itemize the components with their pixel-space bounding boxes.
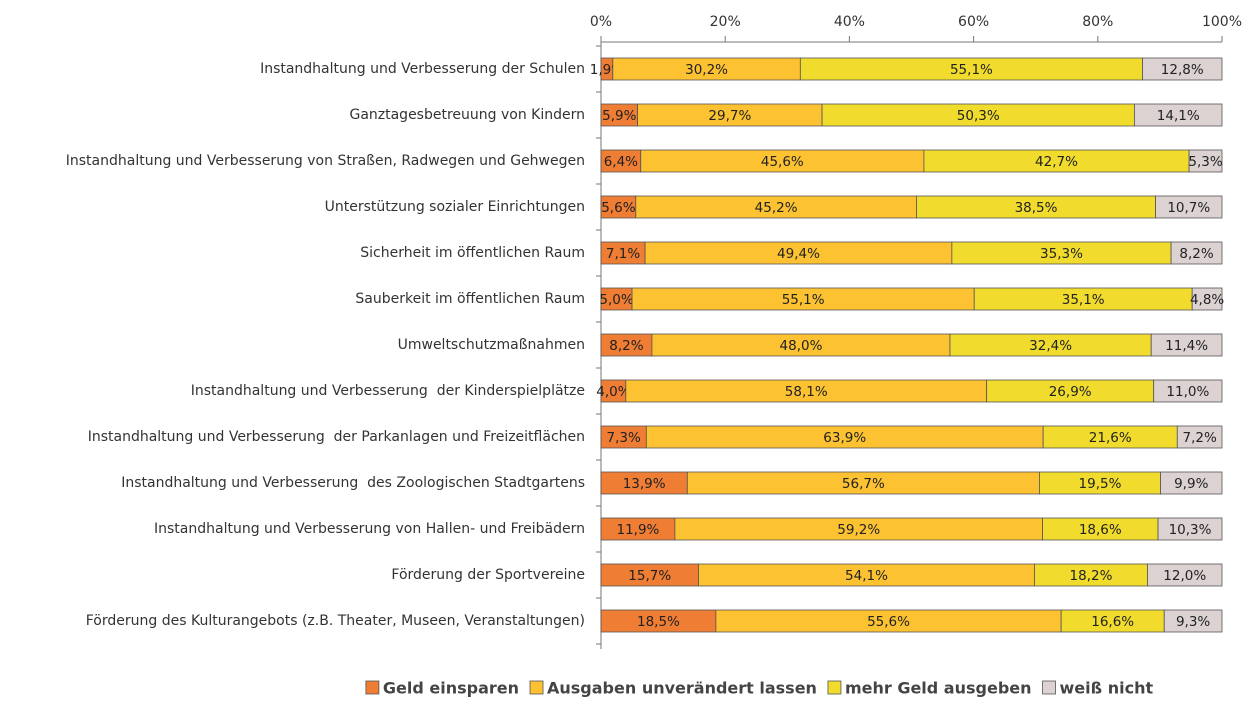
legend-swatch [827,680,842,695]
category-label: Instandhaltung und Verbesserung der Kind… [191,383,585,399]
value-label: 26,9% [1049,384,1092,400]
bar-segment [1147,563,1223,587]
legend-label: mehr Geld ausgeben [845,679,1032,698]
value-label: 48,0% [780,338,823,354]
category-label: Förderung des Kulturangebots (z.B. Theat… [86,613,585,629]
x-tick-label: 40% [834,14,865,30]
value-label: 55,1% [950,62,993,78]
value-label: 18,5% [637,614,680,630]
category-label: Instandhaltung und Verbesserung der Park… [88,429,585,445]
value-label: 10,3% [1169,522,1212,538]
value-label: 11,9% [617,522,660,538]
category-label: Unterstützung sozialer Einrichtungen [325,199,585,215]
value-label: 19,5% [1079,476,1122,492]
value-label: 8,2% [1179,246,1213,262]
bar-segment [1170,241,1223,265]
value-label: 14,1% [1157,108,1200,124]
category-label: Sicherheit im öffentlichen Raum [360,245,585,261]
value-label: 30,2% [685,62,728,78]
value-label: 5,0% [599,292,633,308]
value-label: 16,6% [1091,614,1134,630]
value-label: 5,6% [601,200,635,216]
value-label: 42,7% [1035,154,1078,170]
value-label: 55,6% [867,614,910,630]
category-label: Instandhaltung und Verbesserung von Hall… [154,521,585,537]
value-label: 58,1% [785,384,828,400]
category-label: Förderung der Sportvereine [391,567,585,583]
value-label: 59,2% [837,522,880,538]
value-label: 56,7% [842,476,885,492]
value-label: 50,3% [957,108,1000,124]
bar-segment [1155,195,1223,219]
bar-segment [1163,609,1223,633]
value-label: 4,8% [1190,292,1224,308]
value-label: 38,5% [1015,200,1058,216]
value-label: 45,2% [755,200,798,216]
bar-segment [1153,379,1223,403]
x-tick-label: 100% [1202,14,1242,30]
legend-label: Ausgaben unverändert lassen [547,679,817,698]
x-tick-label: 0% [590,14,612,30]
bar-segment [1160,471,1223,495]
bar-segment [1157,517,1223,541]
category-label: Instandhaltung und Verbesserung des Zool… [121,475,585,491]
bar-segment [1142,57,1223,81]
legend-swatch [365,680,380,695]
value-label: 7,2% [1182,430,1216,446]
legend-label: Geld einsparen [383,679,519,698]
value-label: 21,6% [1089,430,1132,446]
value-label: 5,9% [602,108,636,124]
value-label: 7,3% [607,430,641,446]
value-label: 18,2% [1070,568,1113,584]
category-label: Ganztagesbetreuung von Kindern [349,107,585,123]
value-label: 49,4% [777,246,820,262]
value-label: 15,7% [628,568,671,584]
legend-label: weiß nicht [1060,679,1154,698]
value-label: 9,3% [1176,614,1210,630]
value-label: 4,0% [596,384,630,400]
legend-swatch [529,680,544,695]
bar-segment [1188,149,1223,173]
bar-segment [1191,287,1223,311]
value-label: 11,0% [1166,384,1209,400]
bar-segment [1176,425,1223,449]
value-label: 32,4% [1029,338,1072,354]
x-tick-label: 80% [1082,14,1113,30]
value-label: 35,1% [1062,292,1105,308]
legend-swatch [1042,680,1056,695]
value-label: 11,4% [1165,338,1208,354]
value-label: 5,3% [1188,154,1222,170]
value-label: 8,2% [609,338,643,354]
value-label: 63,9% [823,430,866,446]
value-label: 10,7% [1167,200,1210,216]
value-label: 54,1% [845,568,888,584]
x-tick-label: 60% [958,14,989,30]
value-label: 12,8% [1161,62,1204,78]
value-label: 7,1% [606,246,640,262]
value-label: 29,7% [708,108,751,124]
value-label: 18,6% [1079,522,1122,538]
category-label: Instandhaltung und Verbesserung der Schu… [260,61,585,77]
category-label: Sauberkeit im öffentlichen Raum [355,291,585,307]
value-label: 12,0% [1163,568,1206,584]
bar-segment [1150,333,1223,357]
x-tick-label: 20% [710,14,741,30]
bar-segment [1134,103,1223,127]
value-label: 45,6% [761,154,804,170]
category-label: Instandhaltung und Verbesserung von Stra… [66,153,585,169]
value-label: 13,9% [623,476,666,492]
category-label: Umweltschutzmaßnahmen [398,337,585,353]
value-label: 35,3% [1040,246,1083,262]
value-label: 6,4% [604,154,638,170]
value-label: 55,1% [782,292,825,308]
value-label: 9,9% [1174,476,1208,492]
